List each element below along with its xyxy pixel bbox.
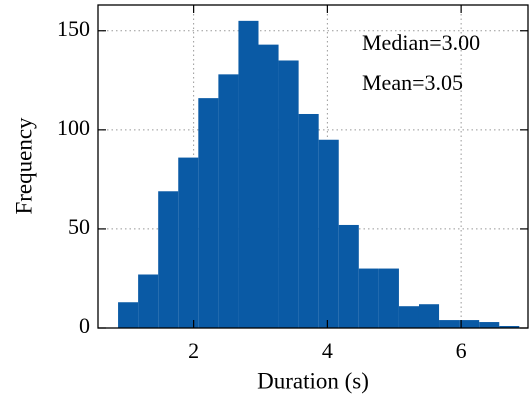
y-tick-label: 150: [57, 16, 90, 41]
y-axis-label: Frequency: [11, 117, 36, 215]
bar: [138, 274, 159, 328]
x-tick-label: 6: [456, 338, 467, 363]
y-tick-label: 50: [68, 214, 90, 239]
bar: [459, 320, 480, 328]
x-tick-label: 4: [322, 338, 333, 363]
bar: [198, 98, 219, 328]
bar: [439, 320, 460, 328]
bar: [238, 20, 259, 329]
bar: [278, 60, 299, 329]
x-axis-label: Duration (s): [257, 368, 369, 393]
bar: [118, 302, 139, 328]
annotation: Mean=3.05: [362, 70, 463, 95]
bar: [338, 224, 359, 328]
bar: [218, 74, 239, 328]
x-tick-label: 2: [188, 338, 199, 363]
bar: [298, 113, 319, 328]
bar: [499, 326, 520, 328]
plot-frame: [97, 4, 529, 329]
bar: [398, 306, 419, 328]
bar: [479, 322, 500, 328]
bar: [378, 268, 399, 328]
bar: [258, 44, 279, 329]
annotation: Median=3.00: [362, 30, 480, 55]
bar: [178, 157, 199, 328]
bar: [318, 139, 339, 328]
y-tick-label: 0: [79, 313, 90, 338]
y-tick-label: 100: [57, 115, 90, 140]
bar: [158, 191, 179, 328]
bar: [358, 268, 379, 328]
bar: [418, 304, 440, 328]
